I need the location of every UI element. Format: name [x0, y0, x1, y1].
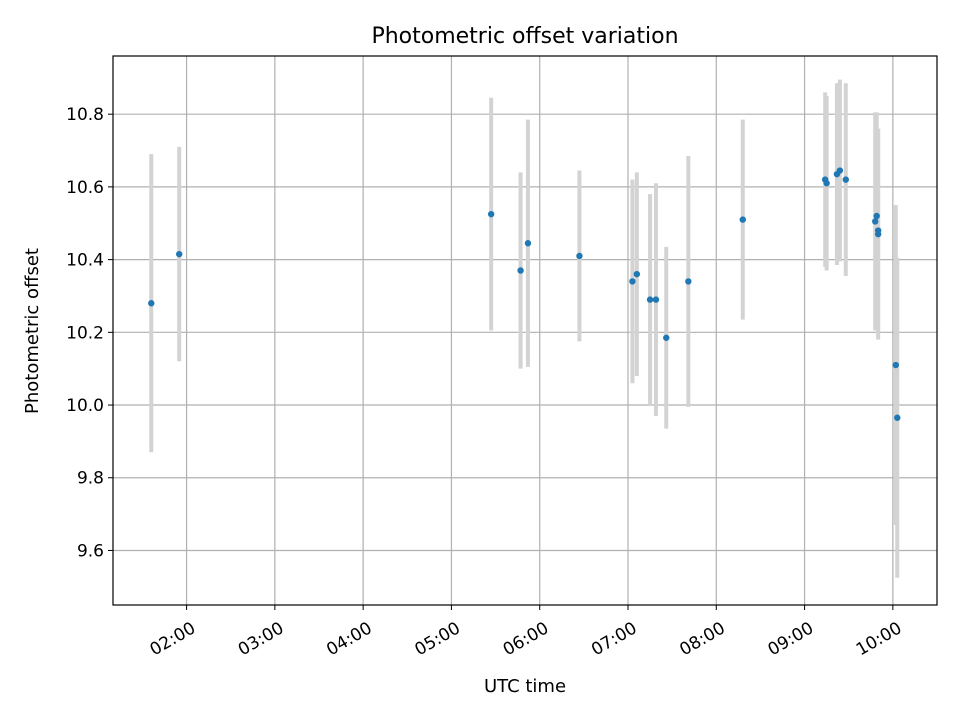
data-point	[823, 180, 830, 187]
data-point	[663, 334, 670, 341]
y-tick-label: 10.0	[66, 396, 104, 416]
data-point	[873, 212, 880, 220]
data-point	[524, 240, 532, 247]
y-tick-label: 10.2	[66, 323, 104, 343]
data-points	[148, 167, 901, 421]
data-point	[836, 167, 844, 174]
data-point	[892, 361, 899, 369]
grid	[113, 56, 937, 605]
y-tick-label: 9.6	[77, 541, 104, 561]
data-point	[652, 296, 660, 303]
data-point	[576, 252, 583, 260]
y-tick-label: 10.6	[66, 178, 104, 198]
data-point	[148, 300, 155, 307]
data-point	[176, 250, 183, 258]
data-point	[487, 210, 495, 218]
data-point	[872, 218, 879, 225]
data-point	[633, 270, 641, 278]
chart-title: Photometric offset variation	[371, 24, 678, 49]
plot-frame	[112, 55, 938, 606]
data-point	[739, 216, 746, 223]
x-axis-label: UTC time	[484, 676, 566, 697]
y-axis-label: Photometric offset	[22, 248, 43, 414]
data-point	[894, 414, 901, 421]
y-tick-label: 9.8	[77, 469, 104, 489]
data-point	[517, 267, 524, 274]
y-tick-label: 10.8	[66, 105, 104, 125]
data-point	[685, 278, 692, 285]
data-point	[629, 278, 636, 285]
data-point	[842, 176, 849, 183]
y-axis-ticks: 9.6 9.8 10.0 10.2 10.4 10.6 10.8	[66, 105, 113, 561]
y-tick-label: 10.4	[66, 251, 104, 271]
data-point	[874, 230, 882, 238]
data-point	[646, 296, 654, 303]
